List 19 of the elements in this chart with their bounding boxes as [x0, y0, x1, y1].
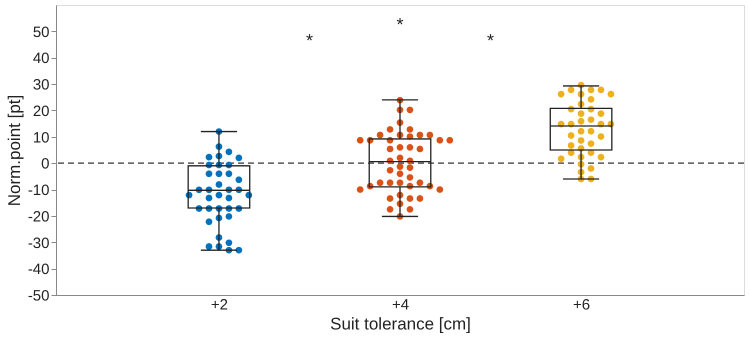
- x-tick-label: +4: [392, 296, 410, 314]
- y-tick-label: 20: [32, 102, 50, 120]
- x-axis-title: Suit tolerance [cm]: [330, 314, 471, 334]
- y-tick-label: 30: [32, 76, 50, 94]
- y-tick-label: -20: [28, 208, 50, 226]
- y-tick-label: 40: [32, 50, 50, 68]
- x-tick-label: +6: [573, 296, 590, 314]
- y-tick-label: -30: [28, 234, 50, 252]
- y-axis-title: Norm.point [pt]: [4, 94, 24, 206]
- y-tick-label: -40: [28, 261, 50, 278]
- annotation: *: [396, 14, 404, 34]
- annotation: *: [487, 30, 494, 50]
- y-tick-label: 10: [32, 129, 50, 146]
- x-tick-label: +2: [210, 296, 228, 314]
- y-tick-label: 50: [32, 24, 50, 41]
- y-tick-label: 0: [41, 156, 50, 173]
- y-tick-label: -50: [28, 288, 50, 304]
- annotation: *: [306, 30, 313, 50]
- y-tick-label: -10: [28, 182, 50, 200]
